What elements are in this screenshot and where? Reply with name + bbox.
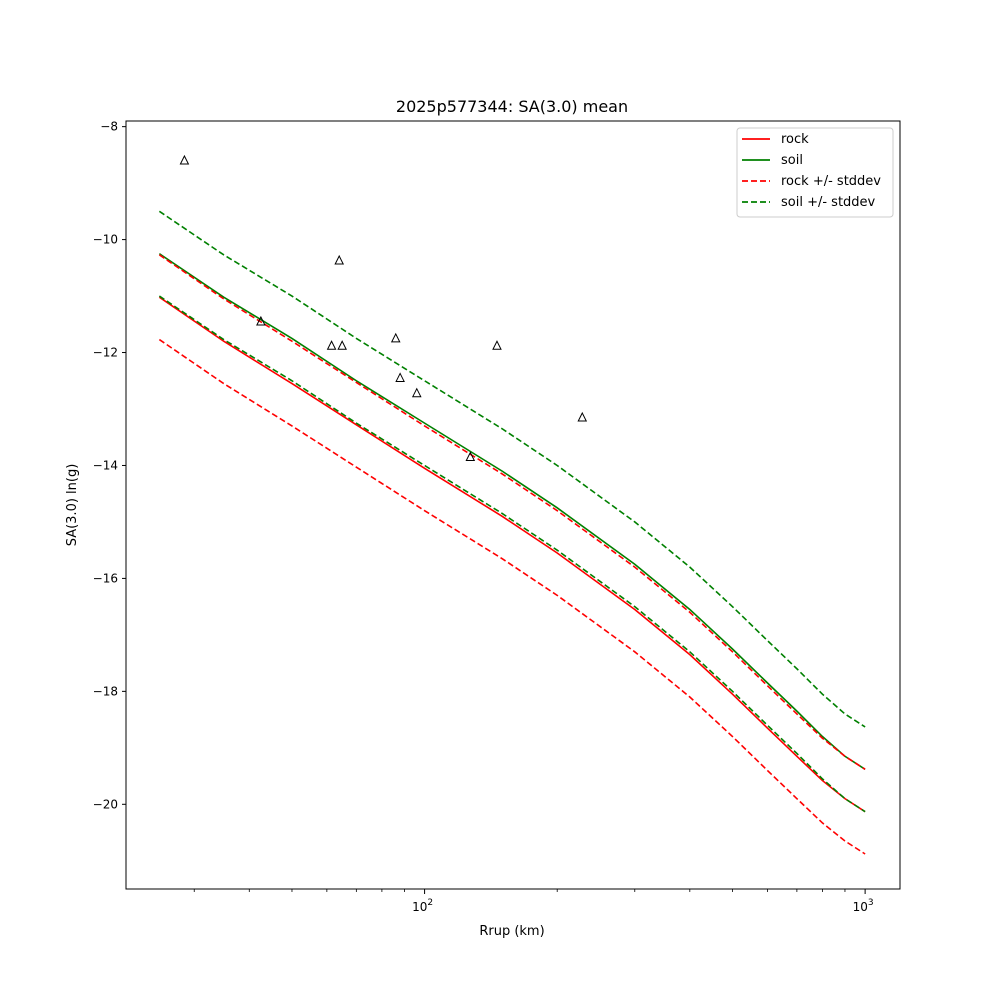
y-tick-label-6: −20 [93,797,118,811]
y-tick-label-0: −8 [100,120,118,134]
series-line-3 [158,254,866,770]
observation-point-6 [395,372,405,382]
y-tick-label-1: −10 [93,233,118,247]
observation-point-3 [334,254,345,265]
y-axis-label: SA(3.0) ln(g) [65,464,80,547]
observation-point-0 [179,154,190,165]
legend-label-0: rock [781,132,809,147]
observation-point-9 [492,340,502,350]
y-tick-label-3: −14 [93,458,118,472]
plot-area [158,154,866,855]
legend-label-1: soil [781,153,803,168]
observation-point-4 [337,340,347,350]
observation-point-10 [577,411,588,422]
legend-label-3: soil +/- stddev [781,195,876,210]
observation-point-5 [390,332,401,343]
x-axis-label: Rrup (km) [479,924,544,939]
series-line-4 [158,210,866,728]
series-line-0 [158,296,866,813]
series-line-5 [158,295,866,813]
y-tick-label-5: −18 [93,684,118,698]
observation-point-7 [411,387,422,398]
series-line-1 [158,253,866,770]
legend-box [736,127,894,218]
legend: rock soil rock +/- stddev soil +/- stddev [736,127,894,218]
y-tick-label-4: −16 [93,571,118,585]
observation-point-1 [256,315,266,326]
y-tick-label-2: −12 [93,346,118,360]
observation-point-2 [326,340,337,350]
chart-title: 2025p577344: SA(3.0) mean [396,97,628,116]
legend-label-2: rock +/- stddev [781,174,881,189]
observation-point-8 [465,451,476,461]
series-line-2 [158,338,866,855]
axes-frame [125,120,901,890]
